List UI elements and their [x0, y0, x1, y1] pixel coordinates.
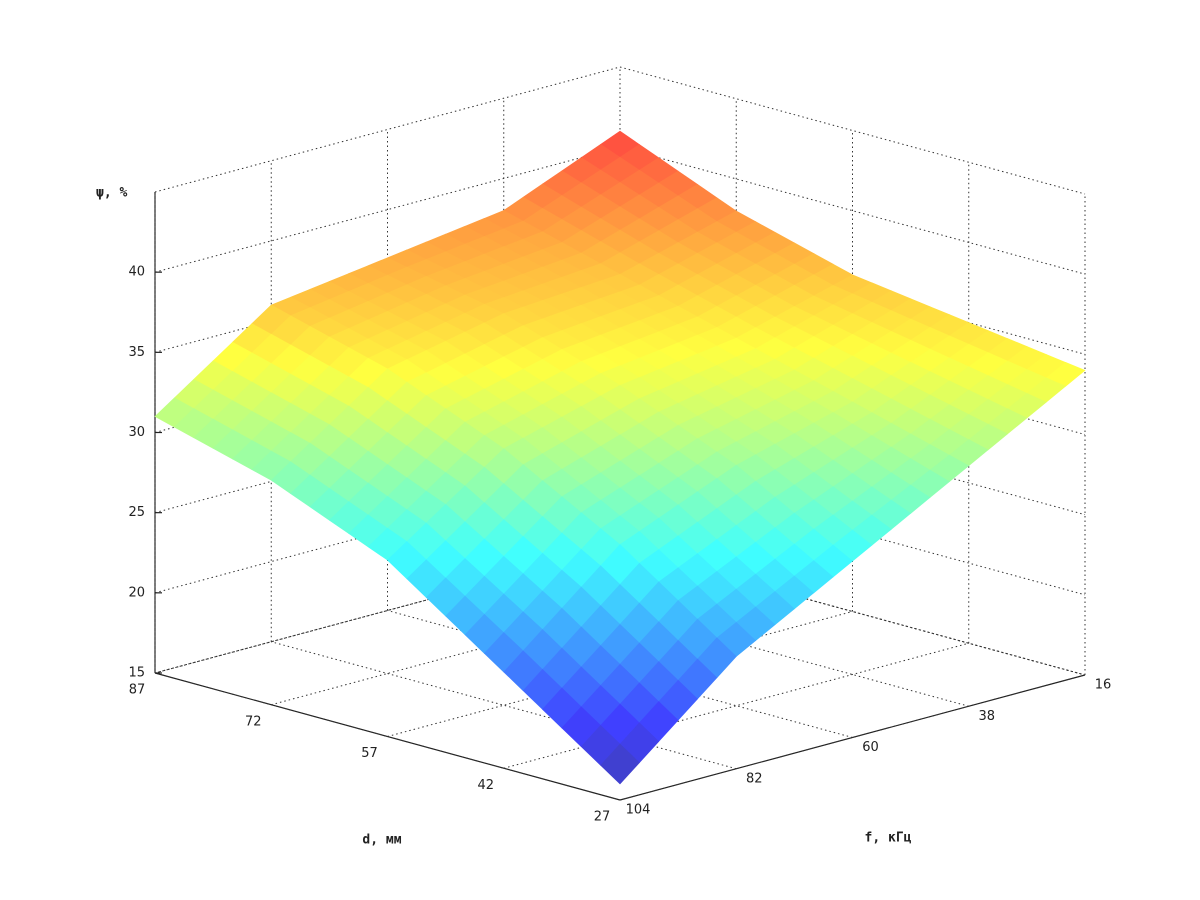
y-tick-label: 60	[862, 740, 879, 755]
y-axis-label: f, кГц	[865, 831, 912, 846]
x-tick-label: 72	[245, 714, 262, 729]
surface	[154, 130, 1086, 785]
x-tick-label: 87	[129, 683, 146, 698]
box-edge	[619, 66, 1086, 195]
grid-line	[619, 146, 1086, 275]
z-tick-label: 35	[128, 345, 145, 360]
y-tick-label: 104	[626, 803, 651, 818]
x-tick-label: 27	[594, 810, 611, 825]
y-tick-label: 38	[978, 709, 995, 724]
z-tick-label: 40	[128, 265, 145, 280]
grid-line	[387, 611, 853, 737]
y-tick-label: 82	[746, 771, 763, 786]
grid-line	[619, 467, 1086, 596]
grid-line	[619, 387, 1086, 516]
grid-line	[619, 547, 1086, 676]
grid-line	[619, 674, 1086, 801]
grid-line	[154, 146, 621, 273]
box-edge	[154, 547, 621, 674]
surface-patch	[600, 743, 640, 785]
x-axis-label: d, мм	[362, 833, 401, 848]
z-tick-label: 30	[128, 425, 145, 440]
x-tick-label: 57	[361, 746, 378, 761]
grid-line	[271, 641, 737, 770]
labels: ψ, % d, мм f, кГц 15 20 25 30 35 40 27 42 57 72 87…	[96, 186, 1111, 848]
box-edge	[154, 66, 621, 193]
grid-line	[154, 672, 621, 801]
z-tick-label: 25	[128, 505, 145, 520]
grid-line	[503, 642, 969, 769]
grid-line	[619, 226, 1086, 355]
z-tick-label: 15	[128, 666, 145, 681]
z-axis-label: ψ, %	[96, 186, 127, 201]
x-tick-label: 42	[477, 778, 494, 793]
y-tick-label: 16	[1095, 678, 1112, 693]
z-tick-label: 20	[128, 585, 145, 600]
